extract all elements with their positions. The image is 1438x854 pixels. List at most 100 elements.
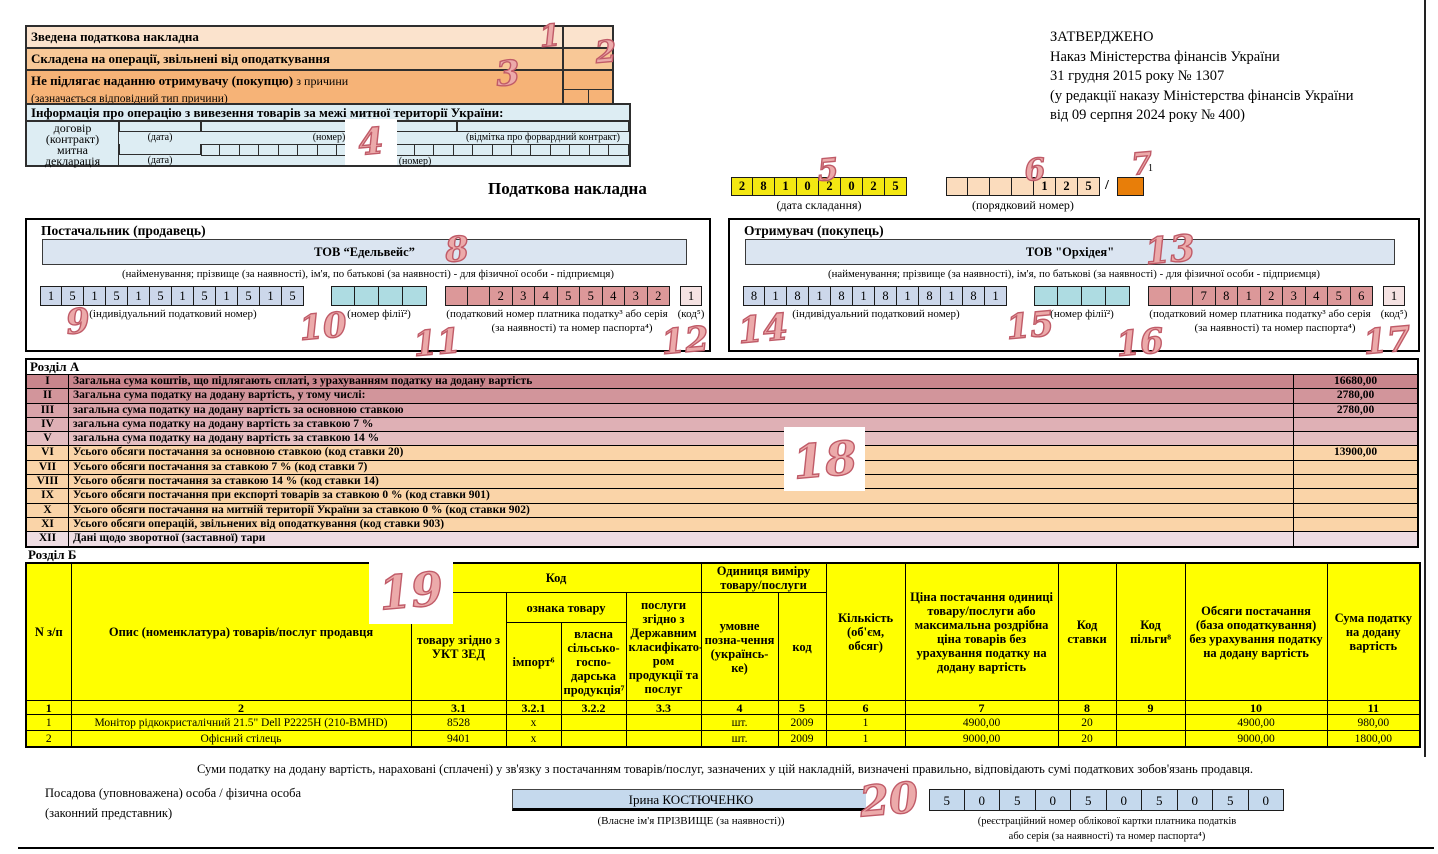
date-cell: 0 (797, 177, 819, 196)
signer-regnumber-cell: 5 (1142, 789, 1178, 811)
buyer-inn-cell: 8 (875, 286, 897, 306)
section-b-number-row-cell: 8 (1057, 700, 1117, 715)
seller-inn-cell: 5 (62, 286, 84, 306)
customs-declaration-row: митна декларація (дата) (номер) (27, 144, 629, 167)
date-cell: 1 (775, 177, 797, 196)
reason-code-cell-1[interactable] (564, 90, 589, 109)
seller-inn-caption: (індивідуальний податковий номер) (89, 308, 257, 320)
section-b-data-row-cell: 2 (25, 730, 72, 748)
customs-number-cell (453, 144, 474, 156)
customs-number-cells[interactable] (201, 144, 629, 156)
contract-date-field[interactable] (119, 122, 201, 132)
signer-regnumber-cell: 0 (1035, 789, 1071, 811)
branch-suffix-cell[interactable] (1117, 177, 1144, 196)
summary-invoice-checkbox[interactable] (562, 27, 612, 47)
buyer-branch-cells[interactable] (1034, 286, 1130, 306)
buyer-name-field[interactable]: ТОВ "Орхідея" (745, 239, 1395, 265)
customs-number-cell (220, 144, 240, 156)
section-b-body: 1 2 3.1 3.2.1 3.2.2 3.3 4 5 6 7 8 9 10 11 1 Монітор рід… (25, 700, 1421, 748)
signer-name-field[interactable]: Ірина КОСТЮЧЕНКО (512, 789, 870, 811)
buyer-branch-cell (1058, 286, 1082, 306)
section-a-row-label: Усього обсяги операцій, звільнених від о… (73, 517, 445, 530)
section-a-row-value (1293, 460, 1417, 475)
annotation-8: 8 (443, 228, 471, 271)
buyer-block: Отримувач (покупець) ТОВ "Орхідея" (найм… (728, 218, 1420, 352)
col-header-agri: власна сільсько-госпо-дарська продукція⁷ (560, 622, 627, 701)
approved-line: 31 грудня 2015 року № 1307 (1050, 68, 1225, 84)
section-a-title: Розділ А (27, 360, 1417, 374)
serial-cell (1012, 177, 1034, 196)
exempt-operations-row: Складена на операції, звільнені від опод… (27, 47, 612, 69)
section-a-row-number: VI (27, 446, 69, 460)
serial-cell (990, 177, 1012, 196)
section-b-number-row-cell: 6 (825, 700, 906, 715)
section-a-row-value (1293, 432, 1417, 446)
section-b-number-row: 1 2 3.1 3.2.1 3.2.2 3.3 4 5 6 7 8 9 10 11 (25, 700, 1421, 715)
section-a-row: VII Усього обсяги постачання за ставкою 7… (27, 459, 1417, 475)
buyer-taxnumber-cell: 4 (1305, 286, 1328, 306)
serial-cell: 1 (1034, 177, 1056, 196)
buyer-taxnumber-cell (1148, 286, 1171, 306)
buyer-inn-cell: 1 (985, 286, 1007, 306)
annotation-14: 14 (736, 305, 791, 353)
export-info-header: Інформація про операцію з вивезення това… (25, 103, 631, 122)
serial-cell: 5 (1078, 177, 1100, 196)
customs-number-cell (550, 144, 571, 156)
col-header-description: Опис (номенклатура) товарів/послуг прода… (70, 562, 412, 701)
section-b-data-row-cell: 1 (825, 730, 906, 748)
annotation-5: 5 (815, 151, 840, 189)
buyer-code-cell[interactable]: 1 (1383, 286, 1405, 306)
contract-number-caption: (номер) (312, 132, 346, 143)
col-header-n: N з/п (25, 562, 72, 701)
section-b-data-row-cell: 9000,00 (1184, 730, 1328, 748)
annotation-10: 10 (297, 304, 349, 349)
section-b-number-row-cell: 3.3 (625, 700, 702, 715)
buyer-inn-cell: 1 (765, 286, 787, 306)
section-a-row-number: XII (27, 532, 69, 546)
seller-name-field[interactable]: ТОВ “Едельвейс” (42, 239, 687, 265)
section-b-number-row-cell: 3.2.2 (560, 700, 627, 715)
exempt-operations-checkbox[interactable] (562, 49, 612, 69)
section-b-data-row: 1 Монітор рідкокристалічний 21.5" Dell P2… (25, 714, 1421, 731)
seller-branch-cells[interactable] (331, 286, 427, 306)
seller-code-cell[interactable]: 1 (680, 286, 702, 306)
col-header-services: послуги згідно з Державним класифікато-р… (625, 592, 702, 701)
buyer-taxnumber-cell: 1 (1238, 286, 1261, 306)
section-a-row-label: Усього обсяги постачання за ставкою 14 %… (73, 475, 379, 488)
col-group-code: Код (410, 562, 702, 593)
section-b-data-row-cell (560, 730, 627, 748)
section-b-data-row-cell (1115, 714, 1186, 731)
seller-inn-cell: 1 (128, 286, 150, 306)
export-contract-block: договір (контракт) (дата) (номер) (відміт… (25, 122, 631, 167)
section-a-rows: I Загальна сума коштів, що підлягають спл… (27, 374, 1417, 546)
contract-number-field[interactable] (201, 122, 457, 132)
buyer-inn-cell: 1 (897, 286, 919, 306)
branch-suffix-footnote: 1 (1148, 163, 1153, 174)
section-b-data-row-cell: 4900,00 (1184, 714, 1328, 731)
signer-regnumber-cell: 0 (1177, 789, 1213, 811)
customs-date-field[interactable] (119, 144, 201, 155)
forward-contract-field[interactable] (457, 122, 629, 132)
seller-taxnumber-cell (467, 286, 490, 306)
forward-contract-col: (відмітка про форвардний контракт) (457, 122, 629, 144)
section-a-row: IX Усього обсяги постачання при експорті … (27, 488, 1417, 503)
buyer-code-caption: (код⁵) (1380, 308, 1408, 320)
serial-cell (968, 177, 990, 196)
section-b-data-row-cell: 20 (1057, 730, 1117, 748)
buyer-inn-cell: 8 (743, 286, 765, 306)
buyer-taxnumber-cell: 7 (1193, 286, 1216, 306)
annotation-box-4 (345, 119, 397, 165)
page-title: Податкова накладна (488, 179, 647, 198)
vat-statement: Суми податку на додану вартість, нарахов… (196, 762, 1254, 776)
reason-type-cell[interactable] (564, 71, 612, 90)
customs-date-caption: (дата) (147, 155, 173, 166)
section-a-row-value: 16680,00 (1293, 375, 1417, 389)
seller-taxnumber-cell: 2 (647, 286, 670, 306)
